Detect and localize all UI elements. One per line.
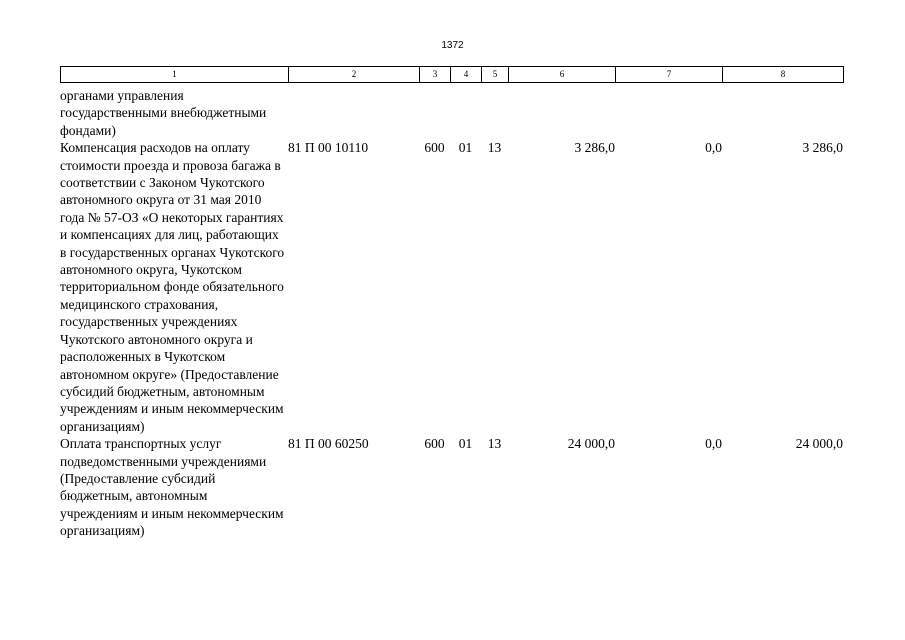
row-amount-6: 3 286,0 (574, 140, 616, 156)
page-number: 1372 (441, 40, 464, 51)
row-col3: 600 (424, 436, 445, 452)
table-row: Компенсация расходов на оплату стоимости… (60, 139, 843, 435)
column-header-5: 5 (481, 66, 509, 83)
row-col5 (481, 87, 508, 139)
column-header-1: 1 (60, 66, 289, 83)
row-amount-6: 24 000,0 (567, 436, 615, 452)
row-amount-7: 0,0 (705, 436, 722, 452)
row-col5: 13 (487, 140, 502, 156)
row-col3 (419, 87, 450, 139)
row-amount-8: 3 286,0 (802, 140, 844, 156)
column-header-2: 2 (288, 66, 420, 83)
table-row: Оплата транспортных услуг подведомственн… (60, 435, 843, 539)
column-header-6: 6 (508, 66, 616, 83)
row-col4: 01 (458, 436, 473, 452)
budget-table: органами управления государственными вне… (60, 87, 843, 540)
row-name: Оплата транспортных услуг подведомственн… (60, 436, 284, 539)
column-header-4: 4 (450, 66, 482, 83)
column-header-row: 1 2 3 4 5 6 7 8 (60, 66, 844, 83)
row-name: органами управления государственными вне… (60, 88, 267, 138)
row-amount-7: 0,0 (705, 140, 722, 156)
row-col5: 13 (487, 436, 502, 452)
row-amount-8 (722, 87, 843, 139)
row-col3: 600 (424, 140, 445, 156)
row-amount-8: 24 000,0 (795, 436, 843, 452)
row-code: 81 П 00 60250 (288, 436, 369, 452)
row-col4 (450, 87, 481, 139)
row-code (288, 87, 419, 139)
table-row: органами управления государственными вне… (60, 87, 843, 139)
row-amount-7 (615, 87, 722, 139)
column-header-8: 8 (722, 66, 844, 83)
column-header-7: 7 (615, 66, 723, 83)
row-amount-6 (508, 87, 615, 139)
row-col4: 01 (458, 140, 473, 156)
row-name: Компенсация расходов на оплату стоимости… (60, 140, 285, 434)
row-code: 81 П 00 10110 (288, 140, 369, 156)
column-header-3: 3 (419, 66, 451, 83)
column-header-table: 1 2 3 4 5 6 7 8 (60, 66, 844, 83)
